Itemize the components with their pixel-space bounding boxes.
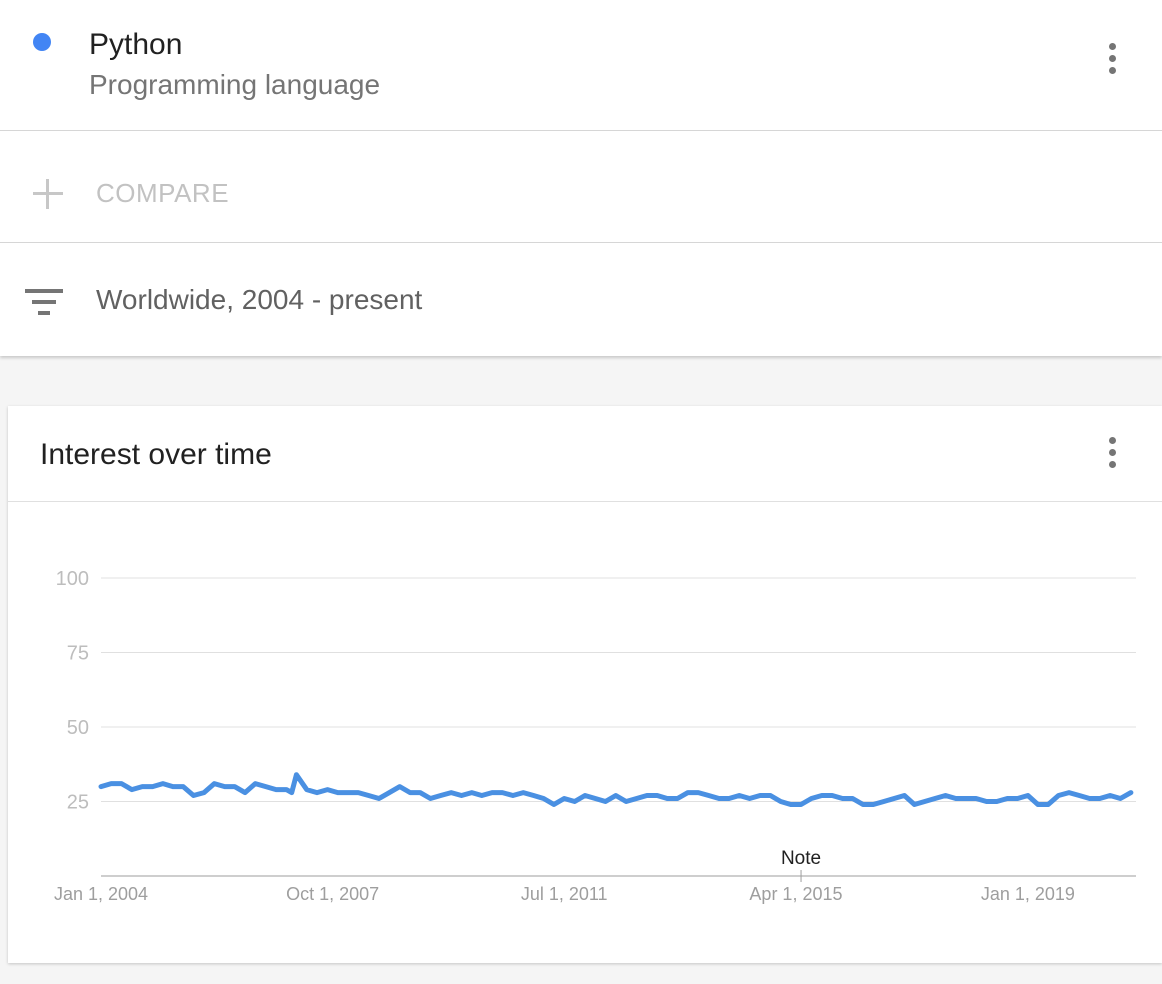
card-title: Interest over time <box>40 438 272 471</box>
y-tick-label: 100 <box>56 568 89 590</box>
search-term-row: Python Programming language <box>0 0 1162 131</box>
x-tick-label: Jul 1, 2011 <box>521 884 608 904</box>
y-tick-label: 50 <box>67 717 89 739</box>
card-header: Interest over time <box>8 406 1162 502</box>
series-line <box>98 772 1134 807</box>
x-tick-label: Jan 1, 2019 <box>981 884 1075 904</box>
compare-button[interactable]: COMPARE <box>0 131 1162 243</box>
search-term-type: Programming language <box>89 69 381 100</box>
x-tick-label: Jan 1, 2004 <box>54 884 148 904</box>
x-tick-label: Apr 1, 2015 <box>749 884 842 904</box>
interest-line-chart[interactable]: 25 50 75 100 Jan 1, 2004 Oct 1, 2007 Jul 1, 20… <box>8 406 1162 963</box>
search-term-panel: Python Programming language COMPARE Worl… <box>0 0 1162 356</box>
y-tick-label: 75 <box>67 643 89 665</box>
term-more-options-icon[interactable] <box>1102 43 1122 83</box>
search-term-name[interactable]: Python <box>89 28 183 61</box>
y-tick-label: 25 <box>67 792 89 814</box>
series-color-dot <box>33 33 51 51</box>
compare-label: COMPARE <box>96 178 230 208</box>
interest-over-time-card: Interest over time 25 50 75 100 Jan 1, 2004 O… <box>8 406 1162 963</box>
filter-summary: Worldwide, 2004 - present <box>96 284 423 315</box>
note-label: Note <box>781 848 821 869</box>
filter-row[interactable]: Worldwide, 2004 - present <box>0 243 1162 356</box>
plus-icon <box>33 179 63 209</box>
filter-icon <box>25 289 63 315</box>
x-tick-label: Oct 1, 2007 <box>286 884 379 904</box>
card-more-options-icon[interactable] <box>1102 437 1122 477</box>
